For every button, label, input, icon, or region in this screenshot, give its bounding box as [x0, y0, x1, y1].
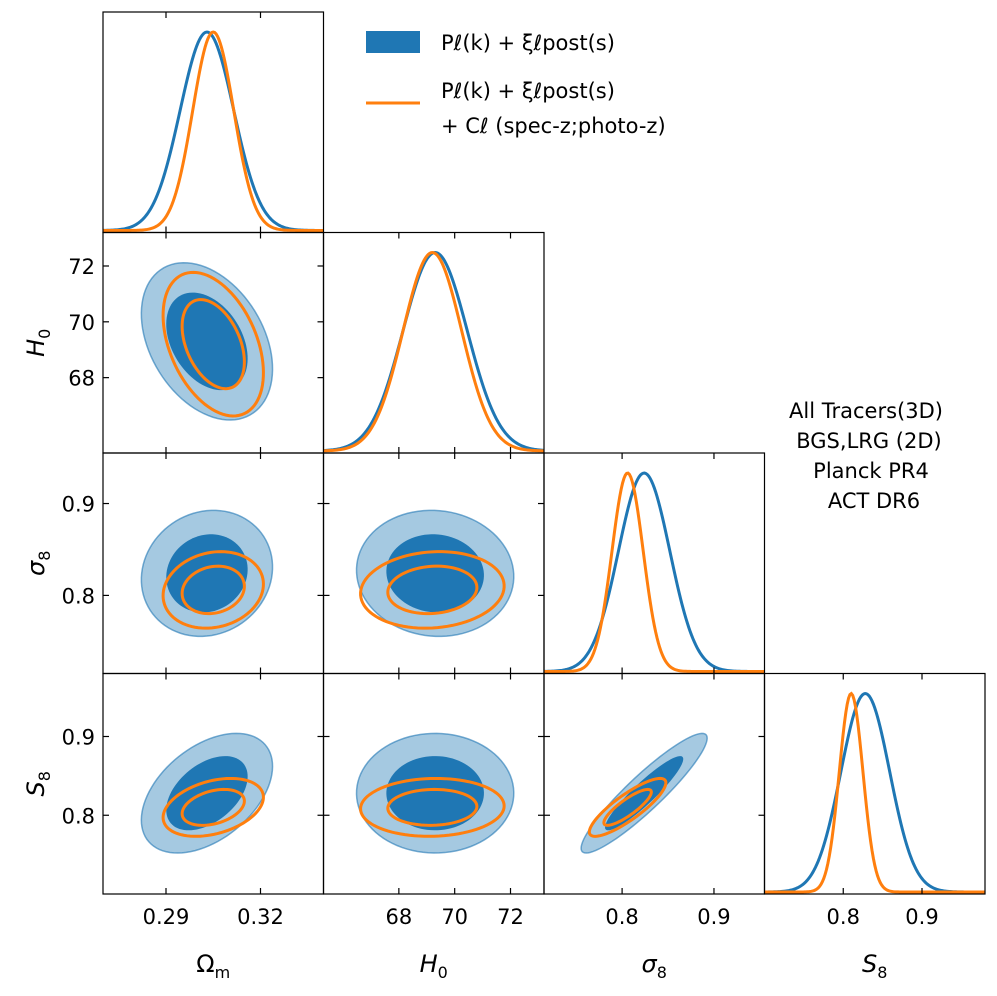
y-tick-label-h0: 70 — [68, 311, 95, 335]
y-tick-label-h0: 68 — [68, 367, 95, 391]
contour-68-s8-om-series-1 — [166, 534, 248, 613]
panel-S8-vs-om — [102, 672, 325, 895]
contour-68-s8-h0-series-2 — [386, 564, 479, 616]
legend-entry-2-label: Pℓ(k) + ξℓpost(s) — [441, 79, 615, 103]
panel-S8-vs-s8 — [543, 672, 766, 895]
legend-entry-2-second-line: + Cℓ (spec-z;photo-z) — [441, 114, 666, 138]
dataset-annotation: All Tracers(3D) BGS,LRG (2D) Planck PR4 … — [789, 399, 943, 513]
panel-s8-vs-h0 — [322, 452, 545, 675]
contour-95-S8-s8-series-2 — [587, 776, 668, 838]
panel-S8-vs-h0 — [322, 672, 545, 895]
y-tick-label-s8: 0.9 — [62, 493, 95, 517]
x-tick-label-h0: 70 — [441, 905, 468, 929]
panel-h0-vs-h0 — [322, 231, 545, 454]
panel-om-vs-om — [102, 11, 325, 234]
x-tick-label-s8: 0.9 — [697, 905, 730, 929]
contour-95-h0-om-series-2 — [161, 270, 265, 418]
x-tick-label-S8: 0.9 — [905, 905, 938, 929]
x-axis-label-s8: σ8 — [642, 950, 667, 982]
y-axis-label-S8: S8 — [22, 771, 54, 796]
contour-68-S8-om-series-2 — [180, 787, 246, 827]
contour-68-S8-h0-series-1 — [386, 756, 484, 831]
y-axis-label-h0: H0 — [22, 329, 54, 357]
annotation-line-3: Planck PR4 — [813, 459, 929, 483]
marginal-om-series-1 — [103, 30, 324, 232]
y-tick-label-h0: 72 — [68, 255, 95, 279]
marginal-h0-series-1 — [323, 251, 544, 453]
y-tick-label-S8: 0.8 — [62, 804, 95, 828]
annotation-line-1: All Tracers(3D) — [789, 399, 943, 423]
corner-panels — [102, 11, 986, 895]
marginal-s8-series-1 — [544, 471, 765, 673]
contour-68-S8-s8-series-1 — [605, 756, 684, 831]
x-tick-label-h0: 72 — [497, 905, 524, 929]
x-axis-label-om: Ωm — [196, 950, 230, 982]
contour-95-s8-om-series-2 — [161, 550, 265, 630]
legend-entry-1-label: Pℓ(k) + ξℓpost(s) — [441, 31, 615, 55]
contour-68-S8-h0-series-2 — [386, 787, 479, 827]
marginal-S8-series-2 — [764, 691, 985, 894]
contour-95-s8-h0-series-2 — [359, 550, 506, 630]
y-tick-label-S8: 0.9 — [62, 726, 95, 750]
x-tick-label-om: 0.32 — [237, 905, 284, 929]
panel-frame — [322, 231, 545, 454]
contour-68-h0-om-series-2 — [180, 298, 246, 391]
panel-s8-vs-s8 — [543, 452, 766, 675]
contour-68-S8-s8-series-2 — [602, 787, 653, 827]
x-tick-label-om: 0.29 — [143, 905, 190, 929]
x-axis-label-h0: H0 — [420, 950, 448, 982]
panel-frame — [763, 672, 986, 895]
x-tick-label-h0: 68 — [385, 905, 412, 929]
y-tick-label-s8: 0.8 — [62, 584, 95, 608]
contour-95-S8-om-series-2 — [161, 776, 265, 838]
legend-patch-filled — [366, 31, 420, 53]
x-tick-label-S8: 0.8 — [827, 905, 860, 929]
panel-h0-vs-om — [102, 231, 325, 454]
panel-frame — [102, 11, 325, 234]
panel-s8-vs-om — [102, 452, 325, 675]
y-axis-label-s8: σ8 — [22, 551, 54, 576]
legend: Pℓ(k) + ξℓpost(s) Pℓ(k) + ξℓpost(s) + Cℓ… — [366, 31, 666, 138]
contour-68-s8-om-series-2 — [180, 564, 246, 616]
x-axis-label-S8: S8 — [862, 950, 887, 982]
marginal-om-series-2 — [103, 30, 324, 232]
contour-95-S8-h0-series-2 — [359, 776, 506, 838]
annotation-line-2: BGS,LRG (2D) — [796, 429, 941, 453]
panel-S8-vs-S8 — [763, 672, 986, 895]
x-tick-label-s8: 0.8 — [605, 905, 638, 929]
marginal-h0-series-2 — [323, 251, 544, 453]
marginal-s8-series-2 — [544, 471, 765, 673]
annotation-line-4: ACT DR6 — [828, 489, 920, 513]
